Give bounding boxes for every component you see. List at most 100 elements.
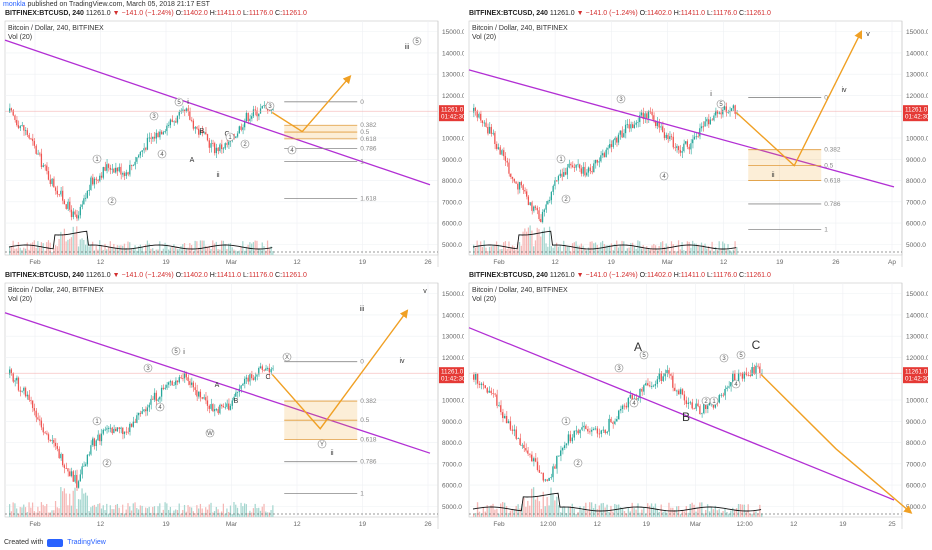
- candle-body: [132, 421, 134, 427]
- candle-body: [215, 409, 217, 410]
- candle-body: [728, 386, 730, 388]
- wave-label: ii: [771, 172, 775, 179]
- volume-bar: [584, 248, 586, 255]
- volume-bar: [222, 240, 225, 255]
- wave-label: 2: [243, 142, 247, 148]
- wave-label-circle: [240, 139, 250, 149]
- tradingview-brand-link[interactable]: TradingView: [67, 539, 106, 546]
- volume-bar: [254, 240, 256, 255]
- candle-body: [506, 160, 508, 163]
- candle-body: [517, 438, 519, 440]
- candle-body: [695, 403, 697, 409]
- price-axis: 15000.014000.013000.012000.011000.010000…: [906, 29, 928, 249]
- volume-bar: [720, 512, 722, 517]
- chart-panel-top-left[interactable]: BITFINEX:BTCUSD, 240 11261.0 ▼ −141.0 (−…: [2, 9, 464, 269]
- candle-body: [577, 164, 579, 166]
- candle-body: [513, 429, 515, 431]
- candle-body: [26, 394, 28, 397]
- volume-bar: [160, 512, 163, 517]
- wave-label-circle: [317, 439, 327, 449]
- candle-body: [557, 176, 560, 181]
- candle-body: [150, 398, 152, 405]
- volume-bar: [667, 245, 669, 255]
- volume-bar: [228, 511, 230, 517]
- chart-panel-top-right[interactable]: BITFINEX:BTCUSD, 240 11261.0 ▼ −141.0 (−…: [466, 9, 928, 269]
- wave-label: v: [866, 31, 870, 38]
- volume-bar: [77, 499, 80, 517]
- candle-body: [681, 151, 683, 153]
- candle-body: [734, 105, 736, 114]
- candle-body: [166, 384, 168, 388]
- candle-body: [206, 134, 209, 141]
- candle-body: [249, 374, 251, 382]
- volume-bar: [12, 240, 14, 255]
- candle-body: [150, 137, 152, 139]
- candle-body: [531, 454, 533, 462]
- symbol-info-bar: BITFINEX:BTCUSD, 240 11261.0 ▼ −141.0 (−…: [5, 271, 307, 281]
- low-label: L:: [705, 272, 713, 279]
- volume-bar: [488, 507, 490, 517]
- chart-panel-bottom-right[interactable]: BITFINEX:BTCUSD, 240 11261.0 ▼ −141.0 (−…: [466, 271, 928, 531]
- candle-body: [536, 207, 538, 211]
- candle-body: [670, 136, 673, 138]
- candle-body: [707, 119, 710, 125]
- candle-body: [676, 390, 678, 392]
- volume-bar: [542, 491, 544, 517]
- last-price-tag-text: 11261.0: [905, 369, 928, 376]
- candle-body: [44, 165, 46, 167]
- candle-body: [639, 115, 641, 123]
- candle-body: [28, 134, 30, 139]
- candle-body: [65, 467, 67, 469]
- volume-bar: [180, 246, 182, 255]
- volume-bar: [215, 506, 217, 517]
- candle-body: [658, 121, 660, 128]
- candle-body: [500, 405, 502, 413]
- candle-body: [21, 390, 23, 392]
- volume-bar: [99, 503, 101, 517]
- price-tick-label: 5000.0: [442, 242, 462, 249]
- volume-bar: [74, 232, 76, 255]
- candle-body: [76, 214, 78, 219]
- candle-body: [206, 400, 209, 406]
- volume-bar: [520, 245, 522, 255]
- candle-body: [187, 377, 189, 382]
- candle-body: [192, 120, 194, 129]
- volume-bar: [21, 507, 23, 517]
- candle-body: [724, 388, 726, 396]
- author-link[interactable]: monkla: [3, 1, 26, 8]
- candle-body: [734, 373, 736, 381]
- close-value: 11261.0: [746, 10, 771, 17]
- volume-bar: [557, 246, 560, 255]
- candle-body: [111, 168, 113, 170]
- wave-label: 5: [642, 353, 646, 359]
- candle-body: [702, 126, 704, 128]
- candle-body: [160, 131, 163, 135]
- candle-body: [47, 434, 50, 440]
- volume-bar: [726, 512, 728, 517]
- volume-bar: [92, 241, 94, 255]
- candle-body: [505, 416, 508, 424]
- volume-bar: [563, 240, 565, 255]
- volume-bar: [84, 244, 87, 255]
- countdown-tag-text: 01:42:30: [905, 376, 928, 383]
- candle-body: [247, 377, 249, 382]
- volume-label: Vol (20): [8, 296, 32, 303]
- volume-bar: [732, 249, 734, 255]
- candle-body: [162, 387, 164, 389]
- candle-body: [268, 368, 270, 373]
- open-value: 11402.0: [647, 272, 672, 279]
- open-value: 11402.0: [647, 10, 672, 17]
- chart-panel-bottom-left[interactable]: BITFINEX:BTCUSD, 240 11261.0 ▼ −141.0 (−…: [2, 271, 464, 531]
- volume-bar: [236, 507, 239, 517]
- close-value: 11261.0: [282, 272, 307, 279]
- candle-body: [509, 421, 512, 430]
- volume-bar: [185, 511, 187, 517]
- time-tick-label: 19: [608, 259, 616, 266]
- fib-level-label: 0.382: [824, 147, 841, 154]
- change-value: ▼ −141.0 (−1.24%): [110, 10, 174, 17]
- volume-bar: [685, 251, 687, 255]
- candle-body: [54, 442, 57, 447]
- volume-bar: [56, 246, 58, 255]
- volume-bar: [735, 508, 738, 517]
- volume-bar: [242, 506, 244, 517]
